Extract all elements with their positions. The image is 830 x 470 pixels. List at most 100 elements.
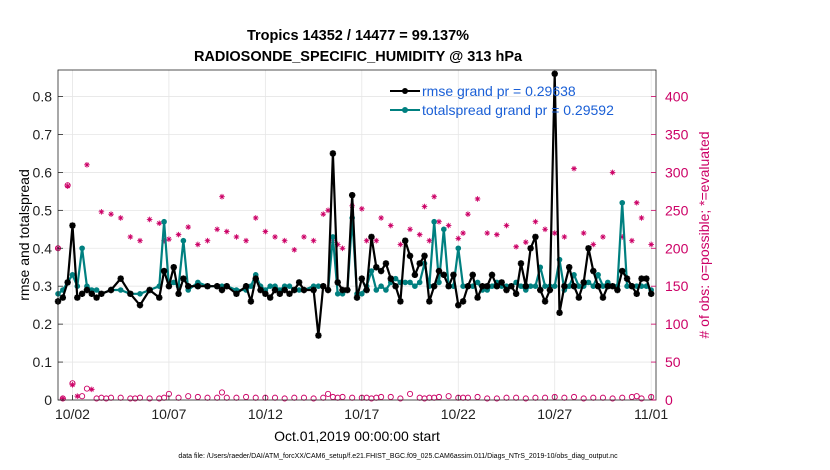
obs-evaluated-point bbox=[334, 241, 341, 248]
obs-evaluated-point bbox=[156, 220, 163, 227]
obs-evaluated-point bbox=[339, 245, 346, 252]
obs-possible-point bbox=[146, 395, 153, 402]
rmse-point bbox=[527, 245, 534, 252]
y-tick-label: 0 bbox=[44, 392, 52, 408]
x-tick-label: 11/01 bbox=[634, 406, 668, 422]
rmse-point bbox=[334, 279, 341, 286]
rmse-point bbox=[387, 275, 394, 282]
obs-evaluated-point bbox=[600, 234, 606, 240]
obs-evaluated-point bbox=[522, 239, 529, 246]
rmse-point bbox=[59, 294, 67, 301]
obs-evaluated-point bbox=[127, 234, 134, 240]
rmse-point bbox=[339, 286, 346, 294]
rmse-point bbox=[117, 275, 124, 282]
rmse-point bbox=[377, 267, 385, 275]
totalspread-point bbox=[532, 283, 539, 290]
rmse-point bbox=[599, 294, 607, 301]
rmse-point bbox=[165, 283, 173, 290]
legend-marker-rmse bbox=[402, 88, 408, 94]
y-tick-label: 0.4 bbox=[33, 240, 53, 256]
obs-possible-point bbox=[83, 385, 90, 392]
totalspread-point bbox=[407, 279, 413, 286]
rmse-point bbox=[541, 298, 549, 305]
obs-possible-point bbox=[638, 395, 645, 402]
rmse-point bbox=[517, 260, 525, 267]
legend-marker-totalspread bbox=[402, 107, 408, 113]
obs-evaluated-point bbox=[117, 215, 124, 221]
rmse-point bbox=[402, 237, 409, 244]
obs-evaluated-point bbox=[378, 215, 384, 221]
obs-evaluated-point bbox=[88, 386, 95, 393]
rmse-point bbox=[348, 191, 356, 199]
rmse-point bbox=[281, 286, 288, 294]
obs-evaluated-point bbox=[397, 241, 404, 248]
obs-evaluated-point bbox=[252, 215, 259, 221]
obs-possible-point bbox=[185, 393, 192, 400]
obs-evaluated-point bbox=[436, 218, 442, 225]
x-axis-label: Oct.01,2019 00:00:00 start bbox=[274, 428, 440, 444]
obs-evaluated-point bbox=[551, 230, 558, 236]
totalspread-point bbox=[624, 283, 630, 290]
totalspread-point bbox=[441, 226, 447, 233]
rmse-point bbox=[363, 286, 370, 294]
obs-evaluated-point bbox=[609, 169, 616, 176]
rmse-point bbox=[484, 283, 491, 290]
obs-evaluated-point bbox=[648, 241, 654, 248]
rmse-point bbox=[512, 290, 520, 297]
rmse-point bbox=[575, 294, 583, 301]
rmse-point bbox=[537, 286, 544, 294]
y-tick-label: 0.5 bbox=[33, 202, 53, 218]
obs-evaluated-point bbox=[161, 237, 167, 244]
totalspread-point bbox=[600, 283, 606, 290]
obs-possible-point bbox=[609, 395, 616, 402]
rmse-point bbox=[257, 286, 264, 294]
totalspread-point bbox=[566, 283, 572, 290]
totalspread-point bbox=[378, 283, 384, 290]
rmse-point bbox=[252, 275, 259, 282]
rmse-point bbox=[78, 290, 86, 297]
obs-evaluated-point bbox=[363, 237, 370, 244]
y-right-tick-label: 200 bbox=[665, 240, 689, 256]
rmse-point bbox=[276, 290, 284, 297]
rmse-point bbox=[561, 283, 568, 290]
obs-evaluated-point bbox=[301, 234, 307, 240]
totalspread-point bbox=[416, 279, 423, 286]
rmse-point bbox=[324, 286, 332, 294]
obs-evaluated-point bbox=[272, 234, 278, 240]
y-right-tick-label: 300 bbox=[665, 164, 689, 180]
footer-data-file: data file: /Users/raeder/DAI/ATM_forcXX/… bbox=[178, 453, 618, 460]
totalspread-point bbox=[117, 287, 124, 293]
obs-possible-point bbox=[339, 393, 346, 401]
totalspread-point bbox=[383, 287, 389, 293]
totalspread-point bbox=[474, 279, 481, 286]
totalspread-point bbox=[412, 283, 418, 290]
rmse-point bbox=[175, 290, 182, 297]
obs-evaluated-point bbox=[465, 211, 471, 217]
rmse-point bbox=[247, 298, 255, 305]
y-right-tick-label: 150 bbox=[665, 278, 689, 294]
rmse-point bbox=[382, 260, 390, 267]
y-tick-label: 0.7 bbox=[33, 126, 53, 142]
rmse-point bbox=[430, 283, 438, 290]
obs-evaluated-point bbox=[64, 183, 71, 189]
x-tick-label: 10/02 bbox=[55, 406, 90, 422]
rmse-point bbox=[421, 252, 428, 260]
rmse-point bbox=[136, 301, 144, 309]
rmse-point bbox=[551, 70, 558, 77]
y-axis-right: 0 50 100 150 200 250 300 350 400 bbox=[651, 89, 689, 408]
rmse-point bbox=[185, 283, 192, 290]
x-tick-label: 10/12 bbox=[248, 406, 283, 422]
y-axis-label: rmse and totalspread bbox=[16, 169, 32, 301]
rmse-point bbox=[445, 283, 452, 290]
rmse-point bbox=[266, 294, 274, 301]
totalspread-point bbox=[359, 290, 365, 297]
obs-possible-point bbox=[633, 393, 640, 400]
y-right-tick-label: 100 bbox=[665, 316, 689, 332]
obs-evaluated-point bbox=[185, 224, 192, 230]
rmse-point bbox=[373, 264, 380, 271]
rmse-point bbox=[127, 290, 134, 297]
obs-evaluated-point bbox=[195, 241, 201, 248]
rmse-point bbox=[344, 286, 351, 294]
rmse-point bbox=[262, 290, 269, 297]
rmse-point bbox=[508, 283, 515, 290]
